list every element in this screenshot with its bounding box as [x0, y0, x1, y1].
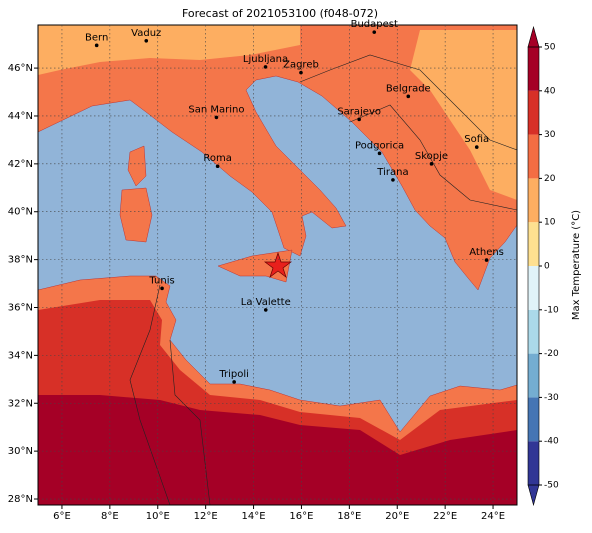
city-point — [263, 308, 268, 312]
city-point — [215, 164, 220, 169]
colorbar-band — [528, 266, 539, 310]
colorbar-tick-label: 0 — [544, 262, 550, 272]
colorbar-tick-label: -50 — [544, 481, 559, 491]
x-tick-label: 8°E — [101, 511, 119, 522]
city-label: Sarajevo — [337, 106, 381, 117]
city-label: Vaduz — [131, 28, 161, 39]
city-point — [299, 70, 303, 75]
y-tick-label: 40°N — [8, 207, 33, 218]
colorbar-band — [528, 222, 539, 266]
country-border — [169, 339, 211, 505]
x-tick-label: 20°E — [385, 511, 409, 522]
city-point — [357, 117, 361, 122]
city-label: Sofia — [464, 134, 489, 145]
city-label: Podgorica — [355, 140, 404, 151]
y-tick-label: 38°N — [8, 255, 33, 266]
europe-land — [38, 25, 517, 291]
x-tick-label: 6°E — [53, 511, 71, 522]
city-point — [94, 43, 99, 48]
x-tick-label: 24°E — [481, 511, 505, 522]
city-label: Skopje — [415, 151, 448, 162]
colorbar-label: Max Temperature (°C) — [571, 210, 582, 320]
y-tick-label: 32°N — [8, 398, 33, 409]
city-point — [144, 39, 149, 43]
city-point — [406, 94, 411, 99]
colorbar-band — [528, 178, 539, 223]
colorbar-band — [528, 353, 539, 398]
city-point — [214, 115, 219, 120]
city-point — [263, 65, 268, 69]
city-point — [377, 151, 382, 156]
city-label: Athens — [469, 247, 504, 258]
country-border — [129, 284, 171, 505]
country-border — [349, 104, 517, 211]
country-border — [299, 54, 517, 151]
colorbar-band — [528, 309, 539, 354]
y-tick-label: 34°N — [8, 350, 33, 361]
colorbar-band — [528, 441, 539, 485]
corsica — [127, 145, 147, 187]
y-tick-label: 44°N — [8, 111, 33, 122]
city-point — [484, 258, 489, 262]
colorbar-band — [528, 397, 539, 442]
city-label: Belgrade — [386, 83, 431, 94]
city-point — [429, 162, 434, 166]
x-tick-label: 12°E — [194, 511, 218, 522]
colorbar-band — [528, 90, 539, 135]
star-marker — [263, 251, 293, 278]
city-label: Ljubljana — [243, 54, 288, 65]
city-point — [474, 145, 479, 149]
y-tick-label: 46°N — [8, 63, 33, 74]
city-label: Budapest — [351, 19, 398, 30]
city-point — [372, 30, 377, 34]
city-point — [160, 286, 164, 291]
x-tick-label: 14°E — [242, 511, 266, 522]
colorbar-tick-label: 40 — [544, 86, 556, 96]
city-label: San Marino — [188, 104, 244, 115]
y-tick-label: 28°N — [8, 494, 33, 505]
colorbar-tick-label: 50 — [544, 43, 556, 53]
x-tick-label: 18°E — [337, 511, 361, 522]
city-point — [391, 178, 395, 182]
colorbar-tick-label: 30 — [544, 130, 556, 140]
colorbar-tick-label: 10 — [544, 218, 556, 228]
x-tick-label: 16°E — [289, 511, 313, 522]
colorbar-tick-label: -30 — [544, 393, 559, 403]
city-label: Bern — [85, 32, 108, 43]
y-tick-label: 36°N — [8, 302, 33, 313]
x-tick-label: 10°E — [146, 511, 170, 522]
colorbar-tick-label: 20 — [544, 174, 556, 184]
plot-frame — [37, 24, 518, 506]
colorbar-tick-label: -10 — [544, 305, 559, 315]
city-label: Tunis — [148, 275, 174, 286]
city-label: Tripoli — [218, 369, 249, 380]
colorbar-band — [528, 47, 539, 91]
colorbar-extend-bottom — [527, 484, 540, 507]
y-tick-label: 30°N — [8, 446, 33, 457]
colorbar-extend-top — [527, 25, 540, 48]
balkan-cool — [410, 30, 517, 200]
colorbar-tick-label: -20 — [544, 349, 559, 359]
colorbar-tick-label: -40 — [544, 437, 559, 447]
city-label: La Valette — [241, 297, 291, 308]
city-label: Roma — [203, 153, 232, 164]
x-tick-label: 22°E — [433, 511, 457, 522]
sardinia — [119, 187, 153, 243]
city-label: Tirana — [376, 167, 408, 178]
colorbar-band — [528, 134, 539, 179]
y-tick-label: 42°N — [8, 159, 33, 170]
city-label: Zagreb — [283, 60, 319, 71]
chart-title: Forecast of 2021053100 (f048-072) — [182, 7, 378, 20]
city-point — [232, 380, 236, 384]
europe-cool — [38, 25, 300, 75]
